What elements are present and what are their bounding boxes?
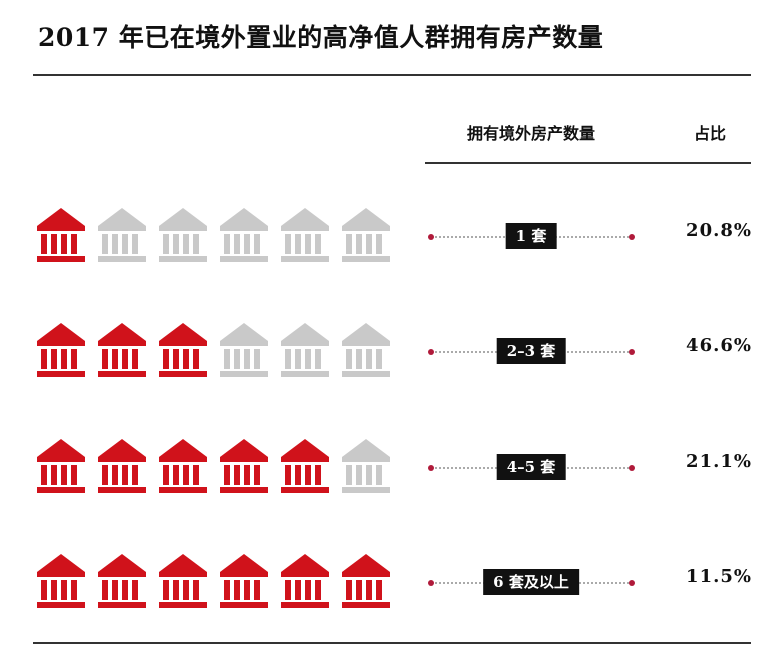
- bank-building-icon: [96, 437, 148, 495]
- percentage-label: 11.5%: [686, 566, 752, 587]
- bank-building-icon: [96, 321, 148, 379]
- percentage-label: 46.6%: [686, 335, 752, 356]
- bank-building-icon: [218, 437, 270, 495]
- category-tag: 6 套及以上: [483, 569, 579, 595]
- bank-building-icon: [157, 552, 209, 610]
- bank-building-icon: [279, 437, 331, 495]
- bottom-rule: [33, 642, 751, 644]
- bank-building-icon: [218, 206, 270, 264]
- column-header-share: 占比: [693, 124, 726, 143]
- bank-building-icon: [35, 206, 87, 264]
- column-header-count: 拥有境外房产数量: [466, 124, 595, 143]
- bank-building-icon: [340, 437, 392, 495]
- bank-building-icon: [340, 206, 392, 264]
- icon-group: [35, 437, 395, 497]
- bank-building-icon: [157, 206, 209, 264]
- percentage-label: 21.1%: [686, 451, 752, 472]
- bank-building-icon: [218, 552, 270, 610]
- bank-building-icon: [96, 206, 148, 264]
- icon-group: [35, 206, 395, 266]
- percentage-label: 20.8%: [686, 220, 752, 241]
- header-rule: [425, 162, 751, 164]
- bank-building-icon: [340, 552, 392, 610]
- bank-building-icon: [35, 437, 87, 495]
- icon-group: [35, 552, 395, 612]
- chart-row: 4–5 套 21.1%: [0, 437, 768, 497]
- bank-building-icon: [157, 321, 209, 379]
- bank-building-icon: [279, 552, 331, 610]
- bank-building-icon: [340, 321, 392, 379]
- bank-building-icon: [35, 321, 87, 379]
- chart-title: 2017 年已在境外置业的高净值人群拥有房产数量: [38, 23, 604, 52]
- bank-building-icon: [218, 321, 270, 379]
- bank-building-icon: [35, 552, 87, 610]
- category-tag: 2–3 套: [496, 338, 566, 364]
- bank-building-icon: [279, 321, 331, 379]
- category-tag: 4–5 套: [496, 454, 566, 480]
- bank-building-icon: [157, 437, 209, 495]
- category-tag: 1 套: [505, 223, 557, 249]
- top-rule: [33, 74, 751, 76]
- bank-building-icon: [96, 552, 148, 610]
- bank-building-icon: [279, 206, 331, 264]
- chart-row: 1 套 20.8%: [0, 206, 768, 266]
- icon-group: [35, 321, 395, 381]
- chart-row: 6 套及以上 11.5%: [0, 552, 768, 612]
- chart-row: 2–3 套 46.6%: [0, 321, 768, 381]
